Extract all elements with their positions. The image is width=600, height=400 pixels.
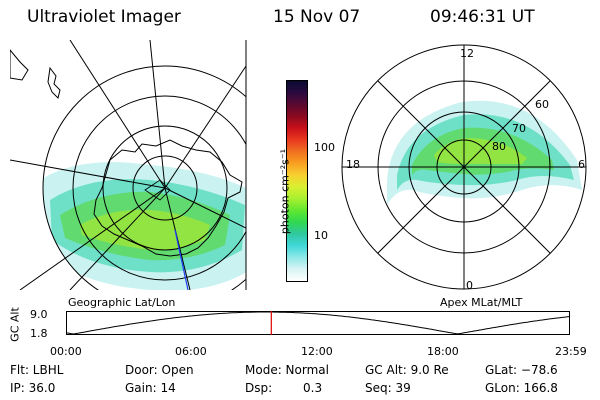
time-label: 09:46:31 UT <box>430 7 535 27</box>
gain-info: Gain: 14 <box>125 381 176 395</box>
satellite-track <box>174 229 189 290</box>
mlt-label-0: 0 <box>466 279 473 292</box>
colorbar-gradient <box>287 81 307 281</box>
geo-meridians <box>10 40 246 290</box>
apex-mlt-lines <box>342 45 586 289</box>
mlt-label-12: 12 <box>460 47 474 60</box>
geo-lat-circle <box>72 95 246 281</box>
colorbar-tick-10: 10 <box>314 229 328 242</box>
mlat-label-80: 80 <box>492 140 506 153</box>
antarctica-outline <box>93 139 243 257</box>
mlat-label-60: 60 <box>535 98 549 111</box>
glat-info: GLat: −78.6 <box>485 363 558 377</box>
date-label: 15 Nov 07 <box>273 7 361 27</box>
xtick-1200: 12:00 <box>301 345 333 358</box>
geo-lat-circle <box>132 155 198 221</box>
australia-outline <box>10 49 29 81</box>
mlt-label-6: 6 <box>578 158 585 171</box>
seq-info: Seq: 39 <box>365 381 411 395</box>
geographic-panel-label: Geographic Lat/Lon <box>68 296 176 309</box>
mode-info: Mode: Normal <box>245 363 329 377</box>
geo-emission <box>43 162 246 290</box>
altitude-ymin-label: 1.8 <box>30 327 48 340</box>
altitude-plot <box>65 311 571 335</box>
geo-lat-circle <box>102 125 228 251</box>
dsp-value: 0.3 <box>303 381 323 395</box>
altitude-ylabel: GC Alt <box>8 307 22 342</box>
xtick-0600: 06:00 <box>175 345 207 358</box>
mlt-label-18: 18 <box>346 158 360 171</box>
glon-info: GLon: 166.8 <box>485 381 558 395</box>
apex-panel-label: Apex MLat/MLT <box>440 296 523 309</box>
new-zealand-outline <box>47 66 61 99</box>
filter-info: Flt: LBHL <box>10 363 64 377</box>
geographic-map <box>10 40 247 290</box>
dsp-label: Dsp: <box>245 381 273 395</box>
mlat-label-70: 70 <box>512 122 526 135</box>
ip-info: IP: 36.0 <box>10 381 56 395</box>
colorbar <box>286 80 308 282</box>
apex-map <box>341 44 587 290</box>
geo-lat-circle <box>42 65 246 290</box>
instrument-title: Ultraviolet Imager <box>27 7 181 27</box>
altitude-ymax-label: 9.0 <box>30 308 48 321</box>
xtick-2359: 23:59 <box>555 345 587 358</box>
colorbar-unit-label: photon cm⁻²s⁻¹ <box>278 148 292 235</box>
door-info: Door: Open <box>125 363 194 377</box>
colorbar-tick-100: 100 <box>314 141 335 154</box>
xtick-0000: 00:00 <box>50 345 82 358</box>
altitude-curve <box>65 311 571 335</box>
ice-shelf-outline <box>144 179 171 201</box>
gc-alt-info: GC Alt: 9.0 Re <box>365 363 449 377</box>
xtick-1800: 18:00 <box>427 345 459 358</box>
